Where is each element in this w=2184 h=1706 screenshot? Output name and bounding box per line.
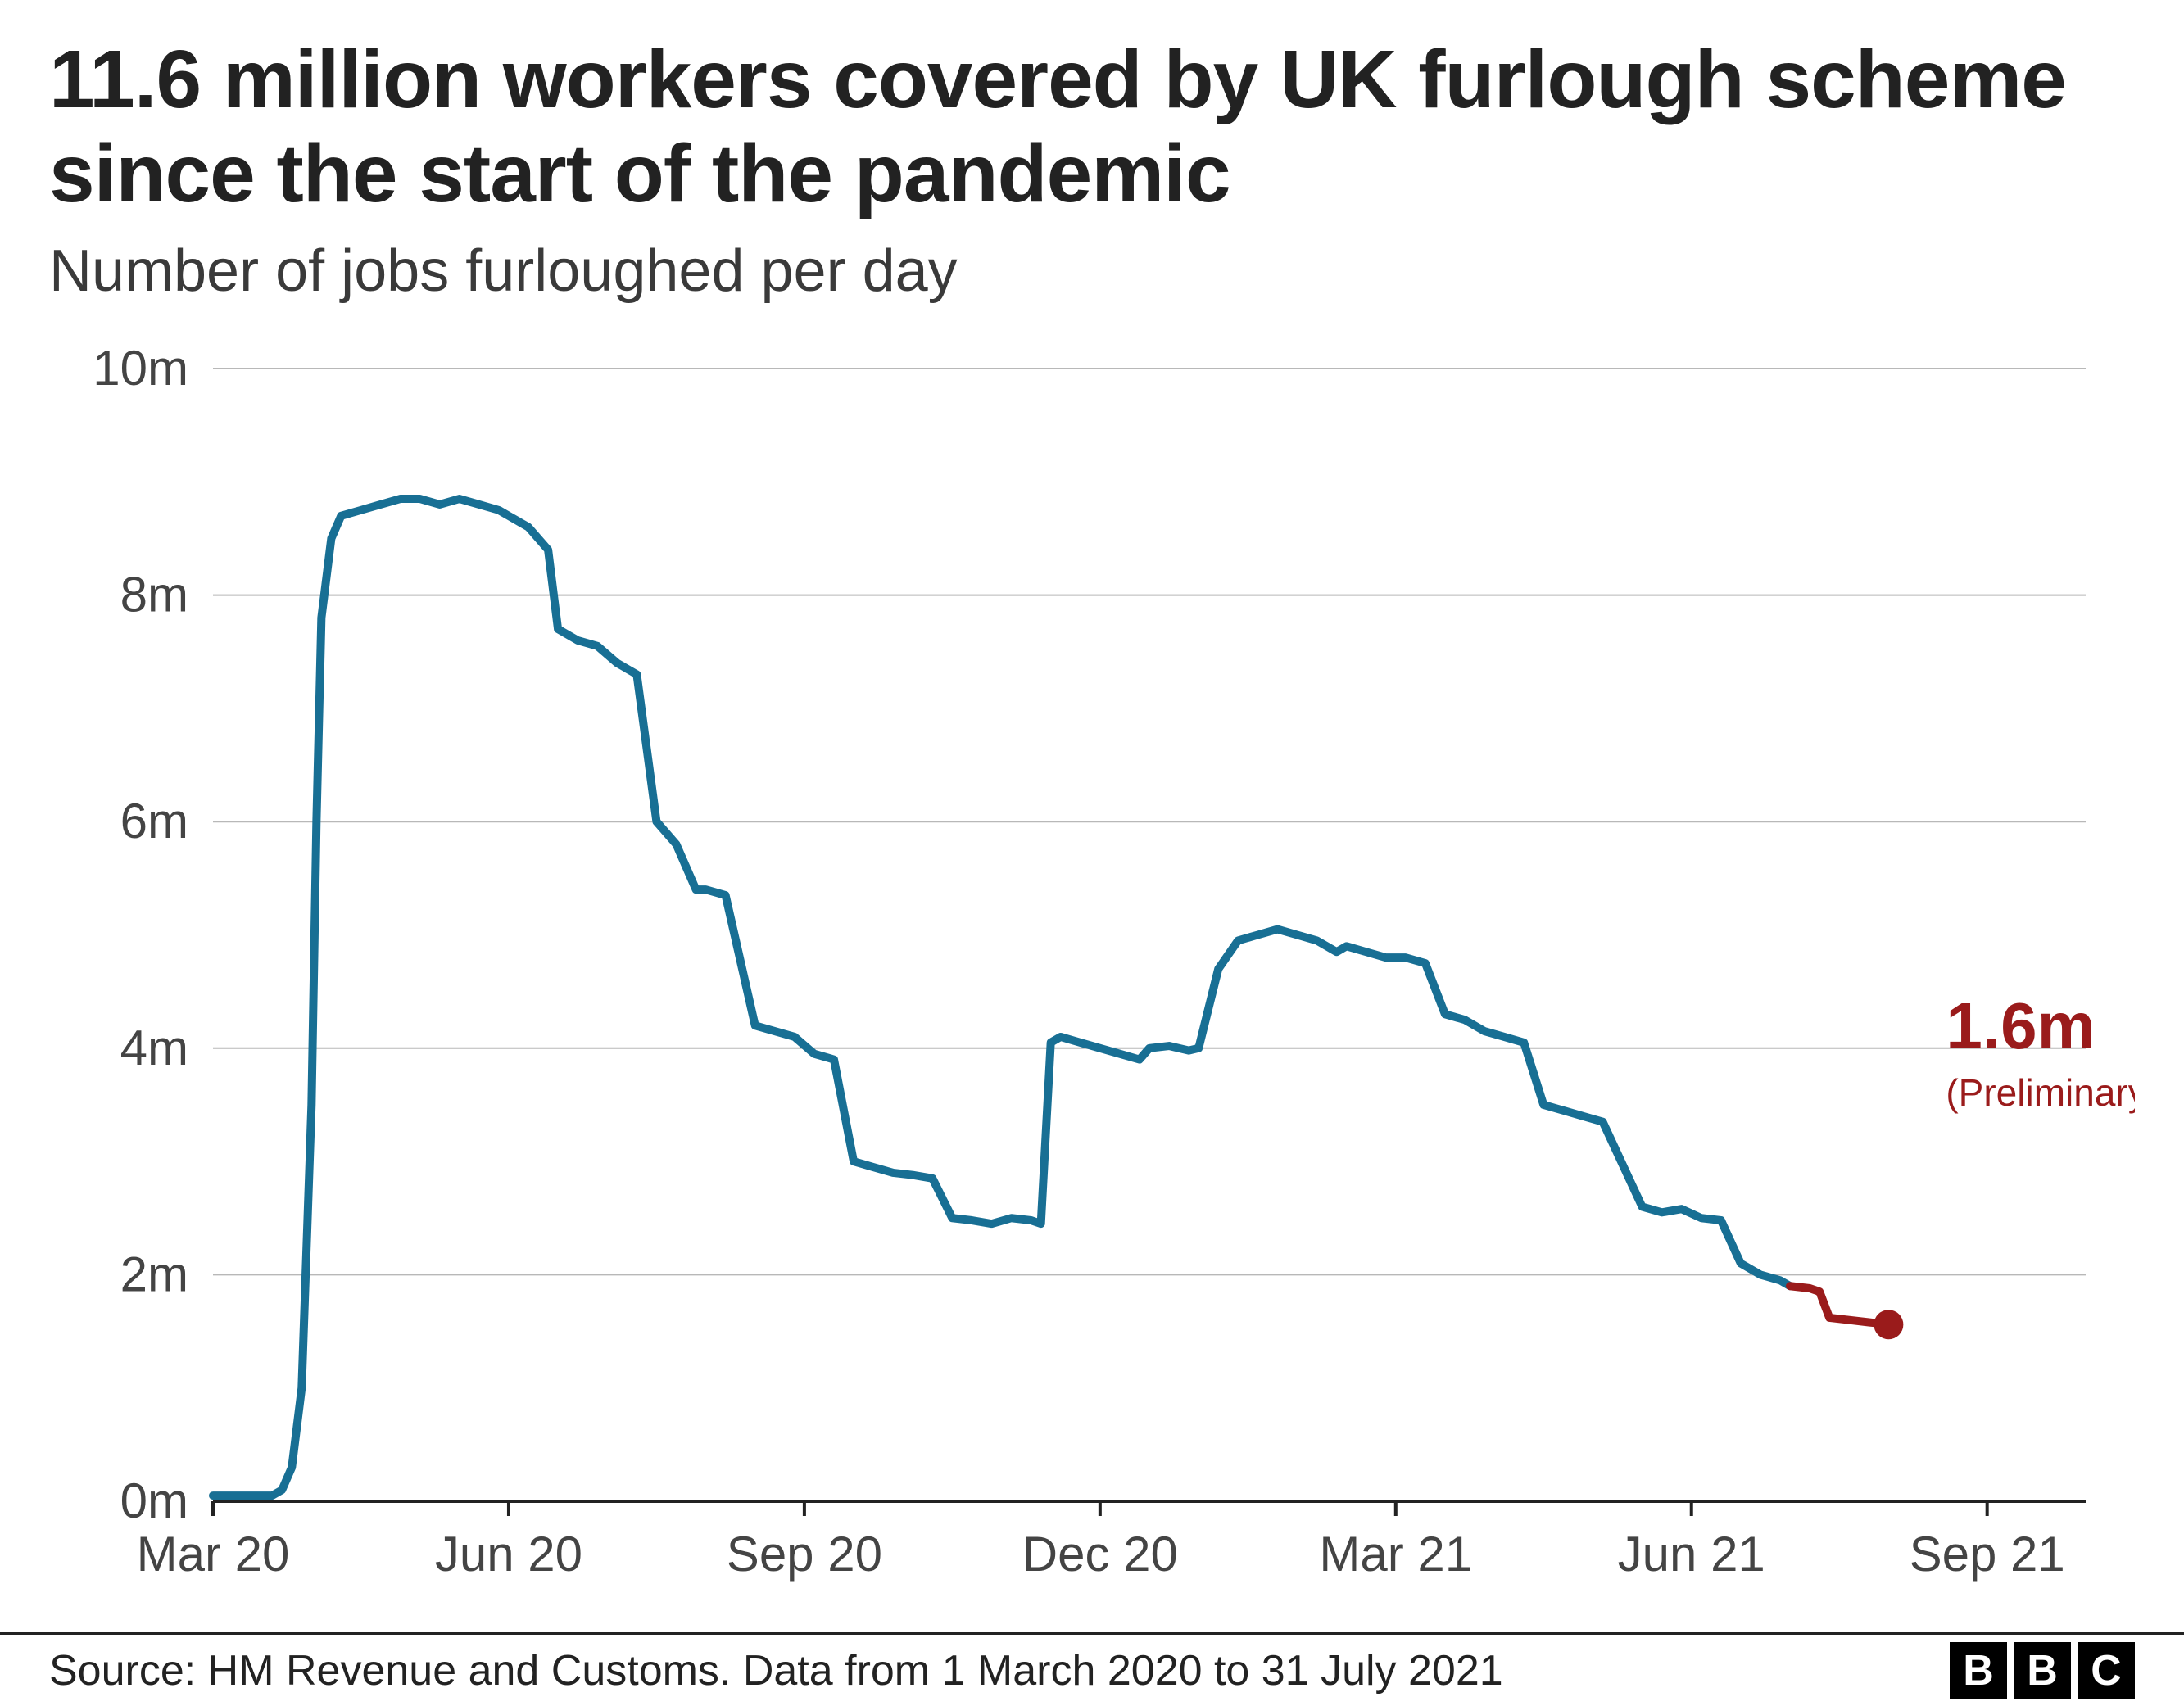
svg-text:Jun 20: Jun 20	[435, 1527, 582, 1582]
svg-text:4m: 4m	[120, 1020, 188, 1075]
svg-text:Mar 21: Mar 21	[1319, 1527, 1472, 1582]
svg-text:0m: 0m	[120, 1473, 188, 1528]
line-chart: 0m 2m 4m 6m 8m 10m Mar 20 Jun 20 Sep 20 Dec 20 Mar…	[49, 344, 2135, 1624]
svg-text:8m: 8m	[120, 568, 188, 622]
svg-text:Sep 20: Sep 20	[727, 1527, 882, 1582]
chart-container: 11.6 million workers covered by UK furlo…	[0, 0, 2184, 1706]
chart-footer: Source: HM Revenue and Customs. Data fro…	[0, 1632, 2184, 1706]
svg-text:Sep 21: Sep 21	[1910, 1527, 2065, 1582]
svg-text:Mar 20: Mar 20	[137, 1527, 290, 1582]
bbc-logo: B B C	[1950, 1642, 2135, 1699]
bbc-logo-letter: C	[2078, 1642, 2135, 1699]
plot-area: 0m 2m 4m 6m 8m 10m Mar 20 Jun 20 Sep 20 Dec 20 Mar…	[49, 344, 2135, 1624]
svg-text:1.6m: 1.6m	[1946, 989, 2095, 1062]
svg-text:Dec 20: Dec 20	[1022, 1527, 1178, 1582]
bbc-logo-letter: B	[2014, 1642, 2071, 1699]
svg-text:6m: 6m	[120, 794, 188, 848]
svg-text:10m: 10m	[93, 344, 188, 396]
chart-subtitle: Number of jobs furloughed per day	[49, 238, 2135, 305]
svg-text:Jun 21: Jun 21	[1618, 1527, 1765, 1582]
svg-text:2m: 2m	[120, 1247, 188, 1301]
source-text: Source: HM Revenue and Customs. Data fro…	[49, 1646, 1503, 1695]
svg-text:(Preliminary figures): (Preliminary figures)	[1946, 1071, 2135, 1114]
bbc-logo-letter: B	[1950, 1642, 2007, 1699]
chart-title: 11.6 million workers covered by UK furlo…	[49, 33, 2135, 221]
